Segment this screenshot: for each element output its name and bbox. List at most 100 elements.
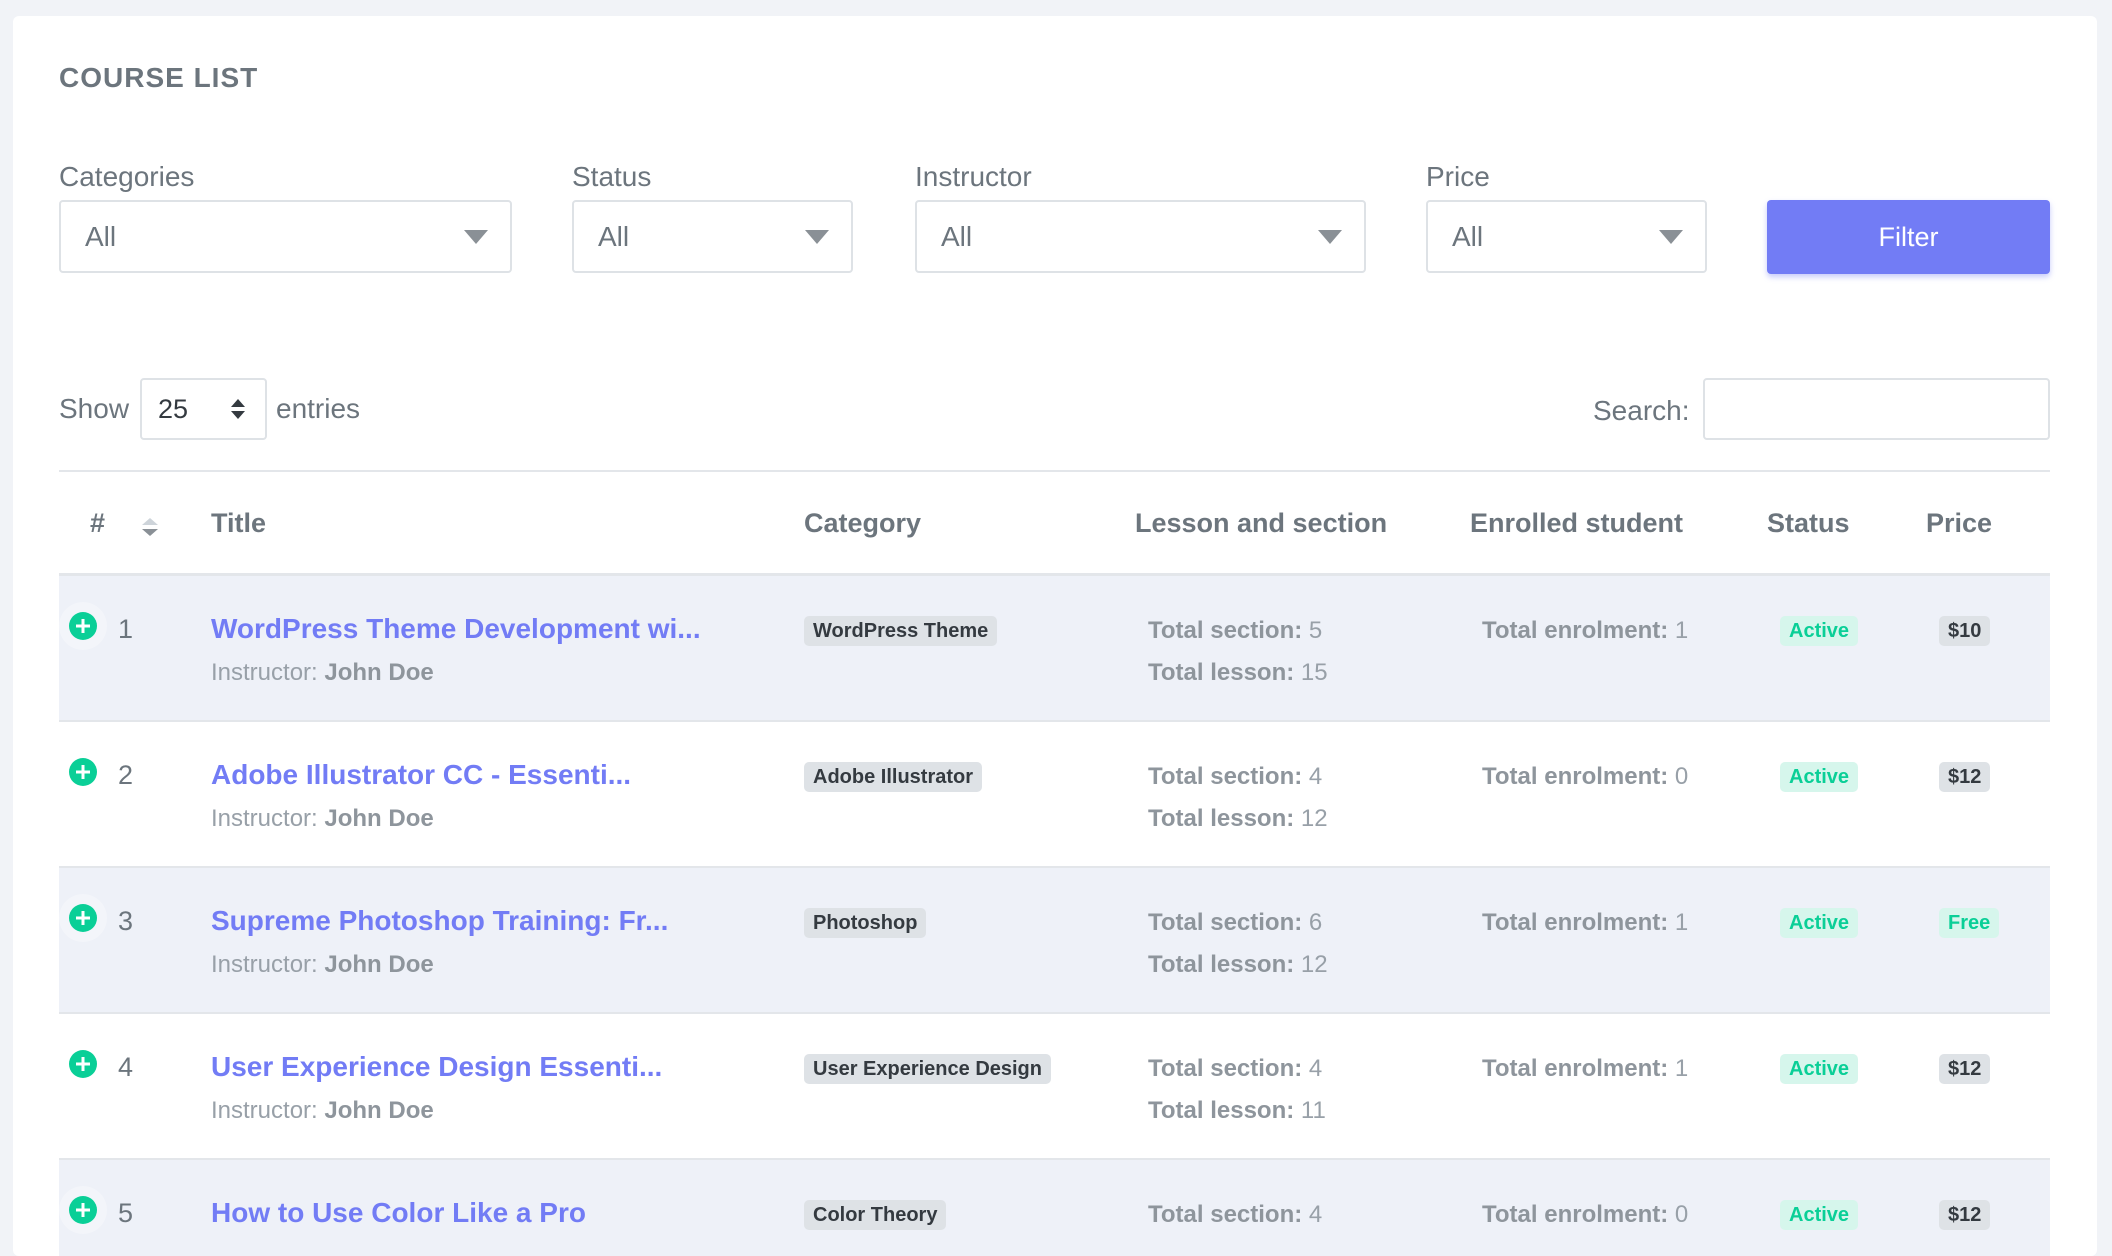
column-header[interactable]: Price [1926, 508, 1993, 538]
filter-select[interactable]: All [915, 200, 1366, 273]
enrolment-count: Total enrolment: 1 [1482, 616, 1688, 646]
lesson-count: Total lesson: 11 [1148, 1096, 1326, 1126]
category-badge: WordPress Theme [804, 616, 998, 646]
select-value: All [941, 221, 973, 252]
expand-button[interactable] [69, 1196, 97, 1224]
length-select[interactable]: 25 [140, 378, 267, 440]
filter-label: Instructor [915, 161, 1032, 192]
instructor: Instructor: John Doe [211, 658, 434, 688]
status-badge: Active [1780, 762, 1859, 792]
row-number: 3 [118, 906, 134, 936]
expand-button[interactable] [69, 904, 97, 932]
enrolment-count: Total enrolment: 1 [1482, 908, 1688, 938]
show-label: Show [59, 393, 130, 424]
section-value: 5 [1308, 617, 1323, 644]
section-value: 4 [1308, 1201, 1323, 1228]
caret [1318, 230, 1342, 244]
section-label: Total section: [1148, 1201, 1303, 1228]
section-label: Total section: [1148, 763, 1303, 790]
table-row: 4 User Experience Design Essenti... Instru… [59, 1014, 2050, 1160]
page-title: COURSE LIST [59, 62, 259, 93]
enrolment-label: Total enrolment: [1482, 1201, 1669, 1228]
plus-icon [76, 1203, 90, 1217]
divider [59, 573, 2050, 576]
column-header[interactable]: Title [211, 508, 267, 538]
filter-button[interactable]: Filter [1767, 200, 2050, 274]
section-label: Total section: [1148, 1055, 1303, 1082]
lesson-value: 15 [1300, 659, 1328, 686]
section-value: 6 [1308, 909, 1323, 936]
price-badge: $10 [1939, 616, 1991, 646]
section-count: Total section: 4 [1148, 762, 1322, 792]
row-number: 1 [118, 614, 134, 644]
divider [59, 470, 2050, 472]
lesson-label: Total lesson: [1148, 951, 1295, 978]
select-value: All [598, 221, 630, 252]
instructor-label: Instructor: [211, 951, 318, 978]
lesson-label: Total lesson: [1148, 659, 1295, 686]
instructor-name: John Doe [324, 1097, 434, 1124]
section-count: Total section: 4 [1148, 1200, 1322, 1230]
section-label: Total section: [1148, 617, 1303, 644]
course-title[interactable]: Supreme Photoshop Training: Fr... [211, 905, 669, 936]
category-badge: User Experience Design [804, 1054, 1051, 1084]
section-count: Total section: 4 [1148, 1054, 1322, 1084]
search-label: Search: [1593, 395, 1690, 426]
column-header[interactable]: # [90, 508, 106, 538]
row-number: 2 [118, 760, 134, 790]
sort-icon [142, 518, 158, 536]
price-badge: $12 [1939, 762, 1991, 792]
enrolment-label: Total enrolment: [1482, 617, 1669, 644]
plus-icon [76, 765, 90, 779]
filter-label: Price [1426, 161, 1490, 192]
caret [464, 230, 488, 244]
enrolment-value: 1 [1674, 909, 1689, 936]
course-title[interactable]: Adobe Illustrator CC - Essenti... [211, 759, 632, 790]
plus-icon [76, 1057, 90, 1071]
enrolment-value: 1 [1674, 617, 1689, 644]
filter-select[interactable]: All [1426, 200, 1707, 273]
expand-button[interactable] [69, 612, 97, 640]
filter-select[interactable]: All [572, 200, 853, 273]
expand-button[interactable] [69, 1050, 97, 1078]
enrolment-value: 0 [1674, 763, 1689, 790]
price-badge: Free [1939, 908, 2000, 938]
price-badge: $12 [1939, 1200, 1991, 1230]
lesson-count: Total lesson: 12 [1148, 804, 1328, 834]
lesson-value: 12 [1300, 805, 1328, 832]
lesson-label: Total lesson: [1148, 1097, 1295, 1124]
expand-button[interactable] [69, 758, 97, 786]
instructor-label: Instructor: [211, 1097, 318, 1124]
status-badge: Active [1780, 908, 1859, 938]
course-title[interactable]: How to Use Color Like a Pro [211, 1197, 586, 1228]
enrolment-count: Total enrolment: 0 [1482, 762, 1688, 792]
lesson-value: 11 [1300, 1097, 1326, 1124]
filter-select[interactable]: All [59, 200, 512, 273]
lesson-count: Total lesson: 15 [1148, 658, 1328, 688]
search-input[interactable] [1703, 378, 2050, 440]
card: COURSE LIST Categories Status Instructor… [13, 16, 2097, 1256]
enrolment-label: Total enrolment: [1482, 763, 1669, 790]
row-number: 5 [118, 1198, 134, 1228]
select-value: All [1452, 221, 1484, 252]
instructor: Instructor: John Doe [211, 950, 434, 980]
enrolment-count: Total enrolment: 1 [1482, 1054, 1688, 1084]
category-badge: Photoshop [804, 908, 927, 938]
entries-label: entries [276, 393, 361, 424]
filter-label: Status [572, 161, 652, 192]
column-header[interactable]: Status [1767, 508, 1850, 538]
course-title[interactable]: WordPress Theme Development wi... [211, 613, 701, 644]
column-header[interactable]: Lesson and section [1135, 508, 1388, 538]
instructor-label: Instructor: [211, 659, 318, 686]
enrolment-count: Total enrolment: 0 [1482, 1200, 1688, 1230]
course-title[interactable]: User Experience Design Essenti... [211, 1051, 663, 1082]
column-header[interactable]: Enrolled student [1470, 508, 1684, 538]
table-row: 5 How to Use Color Like a Pro Color Theory… [59, 1160, 2050, 1256]
column-header[interactable]: Category [804, 508, 922, 538]
instructor-label: Instructor: [211, 805, 318, 832]
row-number: 4 [118, 1052, 134, 1082]
spinner [231, 399, 245, 419]
table-row: 2 Adobe Illustrator CC - Essenti... Instru… [59, 722, 2050, 868]
instructor: Instructor: John Doe [211, 1096, 434, 1126]
length-value: 25 [158, 394, 189, 424]
